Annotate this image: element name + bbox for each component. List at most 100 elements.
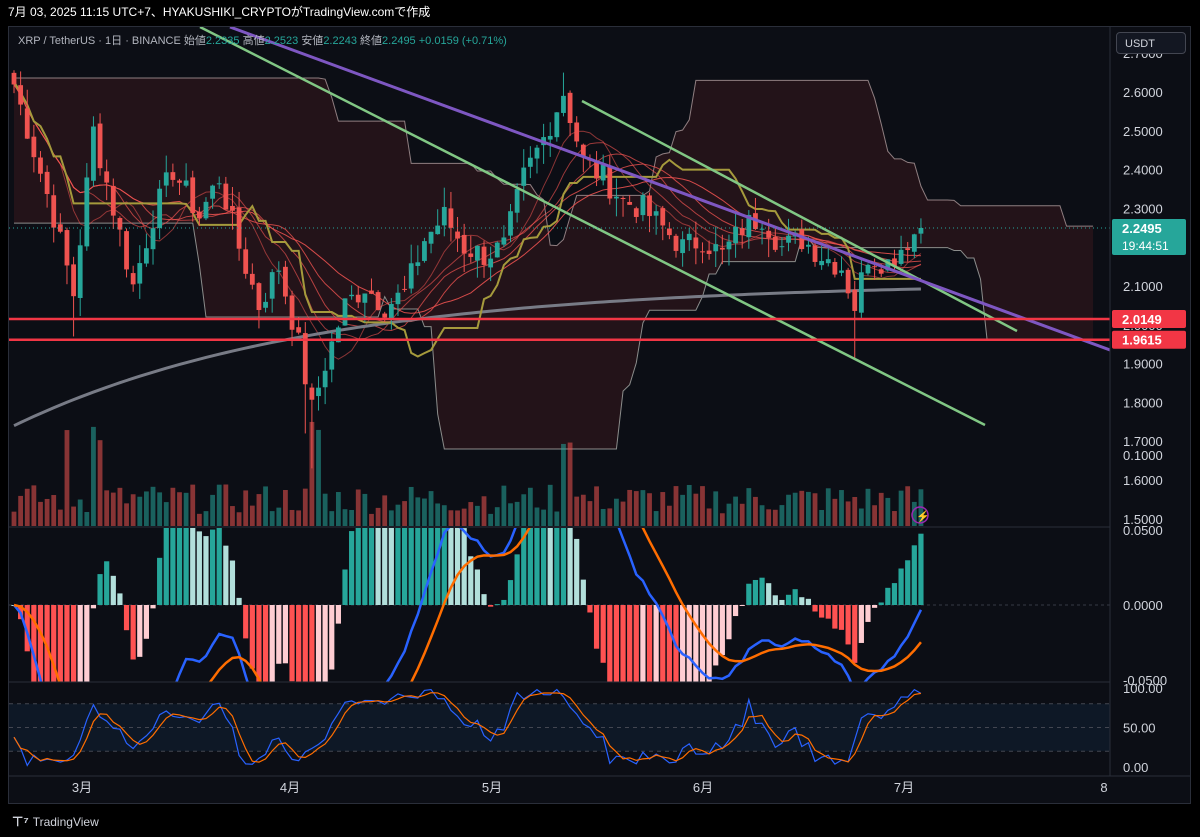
volume-bar — [24, 488, 30, 526]
macd-histogram-bar — [468, 556, 474, 605]
volume-bar — [819, 509, 825, 526]
candle-body — [408, 263, 414, 289]
time-tick-label: 3月 — [72, 780, 92, 795]
volume-bar — [369, 513, 374, 526]
candle-body — [349, 294, 355, 297]
volume-bar — [911, 501, 917, 526]
macd-histogram-bar — [37, 605, 44, 682]
volume-bar — [779, 505, 785, 526]
candle-body — [57, 224, 63, 232]
macd-histogram-bar — [607, 605, 613, 682]
candle-body — [865, 264, 871, 274]
volume-bar — [210, 494, 215, 526]
macd-histogram-bar — [832, 605, 838, 629]
macd-histogram-bar — [766, 583, 772, 605]
volume-bar — [395, 504, 401, 526]
macd-histogram-bar — [580, 579, 586, 605]
volume-bar — [852, 497, 858, 526]
volume-bar — [627, 489, 633, 526]
volume-bar — [594, 486, 599, 526]
open-value: 2.2335 — [205, 35, 240, 47]
macd-histogram-bar — [799, 597, 805, 605]
volume-bar — [455, 510, 460, 526]
stoch-k-line — [13, 688, 922, 767]
volume-bar — [706, 508, 712, 526]
macd-histogram-bar — [732, 605, 739, 617]
candle-body — [24, 108, 30, 139]
macd-histogram-bar — [70, 605, 77, 682]
macd-histogram-bar — [713, 605, 719, 666]
candle-body — [243, 249, 249, 274]
volume-bar — [97, 440, 103, 526]
volume-bar — [296, 510, 302, 526]
macd-histogram-bar — [785, 594, 792, 605]
macd-histogram-bar — [474, 569, 480, 605]
macd-histogram-bar — [640, 605, 646, 682]
volume-bar — [541, 509, 546, 526]
candle-body — [335, 327, 341, 343]
macd-histogram-bar — [501, 599, 507, 605]
macd-histogram-bar — [805, 598, 811, 605]
candle-body — [508, 211, 513, 236]
macd-histogram-bar — [249, 605, 255, 669]
volume-bar — [640, 490, 646, 526]
volume-bar — [329, 511, 335, 526]
volume-bar — [772, 509, 778, 526]
volume-bar — [335, 492, 341, 526]
macd-histogram-bar — [878, 602, 884, 605]
volume-bar — [263, 486, 268, 526]
macd-histogram-bar — [388, 528, 394, 605]
lightning-icon — [911, 506, 929, 524]
volume-bar — [647, 493, 652, 526]
candle-body — [614, 196, 619, 199]
candle-body — [190, 177, 196, 213]
volume-bar — [110, 492, 116, 526]
macd-histogram-bar — [315, 605, 322, 682]
candle-body — [256, 283, 262, 311]
volume-bar — [230, 506, 235, 526]
candle-body — [236, 207, 242, 249]
volume-bar — [269, 511, 275, 526]
currency-button[interactable]: USDT — [1116, 32, 1186, 54]
macd-histogram-bar — [130, 605, 136, 660]
candle-body — [130, 273, 136, 285]
volume-bar — [521, 494, 527, 526]
macd-histogram-bar — [441, 528, 447, 605]
candle-body — [196, 211, 202, 219]
candle-body — [38, 157, 43, 174]
macd-histogram-bar — [90, 605, 97, 609]
candle-body — [124, 231, 129, 270]
volume-bar — [190, 484, 196, 526]
volume-bar — [362, 493, 368, 526]
volume-bar — [57, 509, 63, 526]
macd-histogram-bar — [421, 528, 428, 605]
candle-body — [342, 298, 348, 326]
macd-histogram-bar — [276, 605, 282, 664]
volume-bar — [236, 512, 242, 526]
change-value: +0.0159 (+0.71%) — [418, 35, 507, 47]
volume-bar — [527, 487, 533, 526]
candle-body — [375, 292, 381, 311]
candle-body — [316, 387, 321, 397]
stoch-d-line — [13, 692, 922, 763]
volume-bar — [766, 509, 772, 526]
macd-histogram-bar — [170, 528, 176, 605]
macd-histogram-bar — [342, 569, 348, 605]
macd-histogram-bar — [686, 605, 692, 682]
macd-histogram-bar — [64, 605, 70, 682]
macd-tick-label: 0.0500 — [1123, 523, 1163, 538]
macd-histogram-bar — [368, 528, 375, 605]
volume-bar — [614, 498, 619, 526]
candle-body — [388, 303, 394, 319]
price-tick-label: 1.5000 — [1123, 512, 1163, 527]
macd-histogram-bar — [891, 583, 898, 605]
volume-bar — [620, 501, 626, 526]
support2-tag: 1.9615 — [1122, 333, 1162, 348]
candle-body — [428, 231, 434, 244]
candle-body — [402, 288, 407, 290]
volume-bar — [680, 494, 686, 526]
macd-histogram-bar — [262, 605, 269, 682]
macd-histogram-bar — [699, 605, 706, 682]
macd-histogram-bar — [137, 605, 143, 657]
